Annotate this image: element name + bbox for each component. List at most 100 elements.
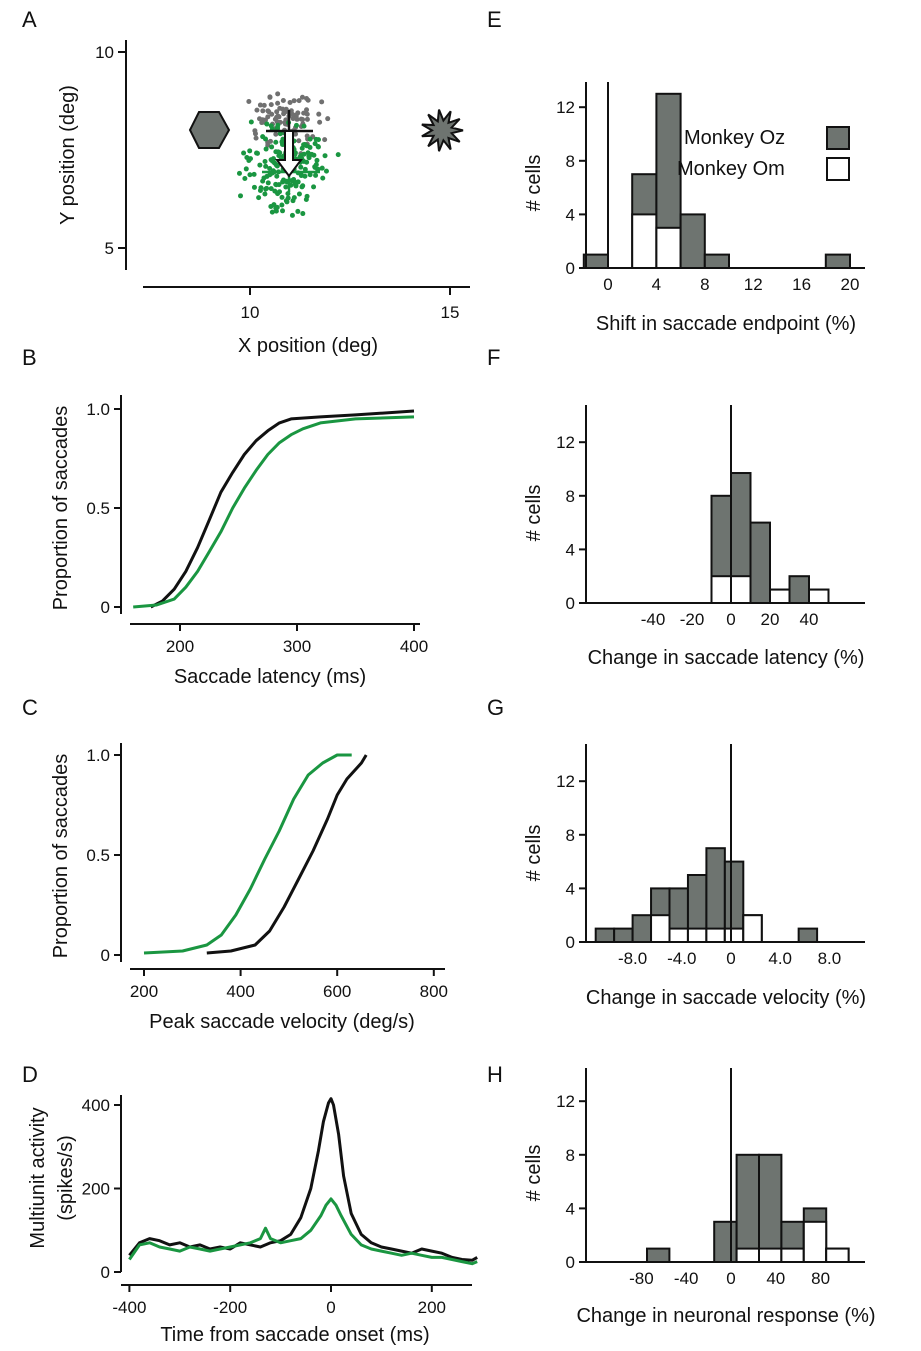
g-x-label: Change in saccade velocity (%) (586, 987, 866, 1009)
oz-bar (679, 213, 706, 269)
c-x-label: Peak saccade velocity (deg/s) (149, 1011, 415, 1033)
green-endpoint-dot (298, 164, 304, 170)
panel-label-c: C (22, 695, 38, 720)
om-bar (723, 927, 745, 943)
gray-endpoint-dot (260, 108, 266, 114)
c-cumulative-lines (143, 753, 368, 955)
panel-label-a: A (22, 7, 37, 32)
gray-endpoint-dot (293, 112, 299, 118)
green-endpoint-dot (251, 184, 257, 190)
panel-g: -8.0 -4.0 0 4.0 8.0 0 4 8 12 Change in saccade v… (523, 744, 866, 1009)
green-endpoint-dot (257, 188, 263, 194)
om-bar (705, 927, 726, 943)
green-endpoint-dot (319, 165, 325, 171)
gray-endpoint-dot (276, 114, 282, 120)
a-xtick-label: 15 (441, 303, 460, 322)
g-y-label: # cells (523, 825, 545, 882)
a-shift-arrow-icon (275, 130, 303, 178)
panel-a: 10 5 10 15 X position (deg) Y position (… (57, 40, 470, 357)
x-tick-label: 40 (800, 610, 819, 629)
d-y-label-1: Multiunit activity (27, 1107, 49, 1248)
f-x-label: Change in saccade latency (%) (588, 647, 865, 669)
green-endpoint-dot (335, 152, 341, 158)
x-tick-label: 16 (792, 275, 811, 294)
om-bar (650, 914, 671, 944)
oz-bar (713, 1220, 738, 1264)
x-tick-label: 8.0 (818, 949, 842, 968)
x-tick-label: -200 (213, 1298, 247, 1317)
gray-endpoint-dot (291, 98, 297, 104)
gray-endpoint-dot (294, 116, 300, 122)
green-endpoint-dot (298, 173, 304, 179)
green-endpoint-dot (236, 170, 242, 176)
green-endpoint-dot (280, 208, 286, 214)
oz-bar (594, 927, 616, 943)
x-tick-label: -40 (641, 610, 666, 629)
green-endpoint-dot (283, 178, 289, 184)
legend-om-swatch (826, 157, 850, 181)
green-endpoint-dot (313, 136, 319, 142)
green-endpoint-dot (254, 150, 260, 156)
x-tick-label: 200 (418, 1298, 446, 1317)
gray-endpoint-dot (293, 131, 299, 137)
g-axes: -8.0 -4.0 0 4.0 8.0 0 4 8 12 (556, 744, 865, 968)
f-axes: -40 -20 0 20 40 0 4 8 12 (556, 405, 865, 629)
green-endpoint-dot (242, 176, 248, 182)
gray-endpoint-dot (273, 131, 279, 137)
green-endpoint-dot (283, 184, 289, 190)
green-endpoint-dot (275, 149, 281, 155)
y-tick-label: 8 (566, 1146, 575, 1165)
oz-bar (631, 914, 653, 944)
green-endpoint-dot (299, 184, 305, 190)
legend-oz-label: Monkey Oz (684, 127, 785, 149)
oz-bar (788, 575, 810, 605)
green-endpoint-dot (243, 166, 249, 172)
gray-endpoint-dot (325, 116, 331, 122)
y-tick-label: 12 (556, 433, 575, 452)
gray-endpoint-dot (289, 111, 295, 117)
green-endpoint-dot (247, 148, 253, 154)
gray-endpoint-dot (257, 102, 263, 108)
x-tick-label: 0 (603, 275, 612, 294)
green-endpoint-dot (322, 153, 328, 159)
om-bar (825, 1247, 850, 1263)
gray-endpoint-dot (261, 102, 267, 108)
green-endpoint-dot (267, 166, 273, 172)
a-y-label: Y position (deg) (57, 85, 79, 225)
oz-bar (824, 253, 851, 270)
legend: Monkey Oz Monkey Om (677, 126, 850, 181)
gray-endpoint-dot (299, 94, 305, 100)
y-tick-label: 0 (566, 1253, 575, 1272)
x-tick-label: 300 (283, 637, 311, 656)
gray-endpoint-dot (296, 138, 302, 144)
x-tick-label: 400 (226, 982, 254, 1001)
gray-endpoint-dot (253, 135, 259, 141)
gray-endpoint-dot (319, 99, 325, 105)
e-x-label: Shift in saccade endpoint (%) (596, 313, 856, 335)
green-endpoint-dot (262, 159, 268, 165)
y-tick-label: 0 (566, 594, 575, 613)
green-endpoint-dot (269, 144, 275, 150)
x-tick-label: 8 (700, 275, 709, 294)
y-tick-label: 8 (566, 487, 575, 506)
green-endpoint-dot (301, 123, 307, 129)
oz-bar (703, 253, 730, 270)
green-endpoint-dot (307, 136, 313, 142)
oz-bar (749, 521, 771, 604)
green-endpoint-dot (307, 144, 313, 150)
green-endpoint-dot (268, 186, 274, 192)
y-tick-label: 12 (556, 772, 575, 791)
y-tick-label: 0 (101, 598, 110, 617)
green-series-line (143, 753, 352, 955)
x-tick-label: 400 (400, 637, 428, 656)
gray-endpoint-dot (317, 119, 323, 125)
y-tick-label: 1.0 (86, 746, 110, 765)
x-tick-label: 0 (726, 949, 735, 968)
gray-endpoint-dot (282, 120, 288, 126)
green-series-line (128, 1197, 478, 1266)
green-endpoint-dot (269, 158, 275, 164)
green-endpoint-dot (315, 144, 321, 150)
black-series-line (128, 1097, 478, 1262)
gray-endpoint-dot (300, 117, 306, 123)
green-endpoint-dot (300, 211, 306, 217)
